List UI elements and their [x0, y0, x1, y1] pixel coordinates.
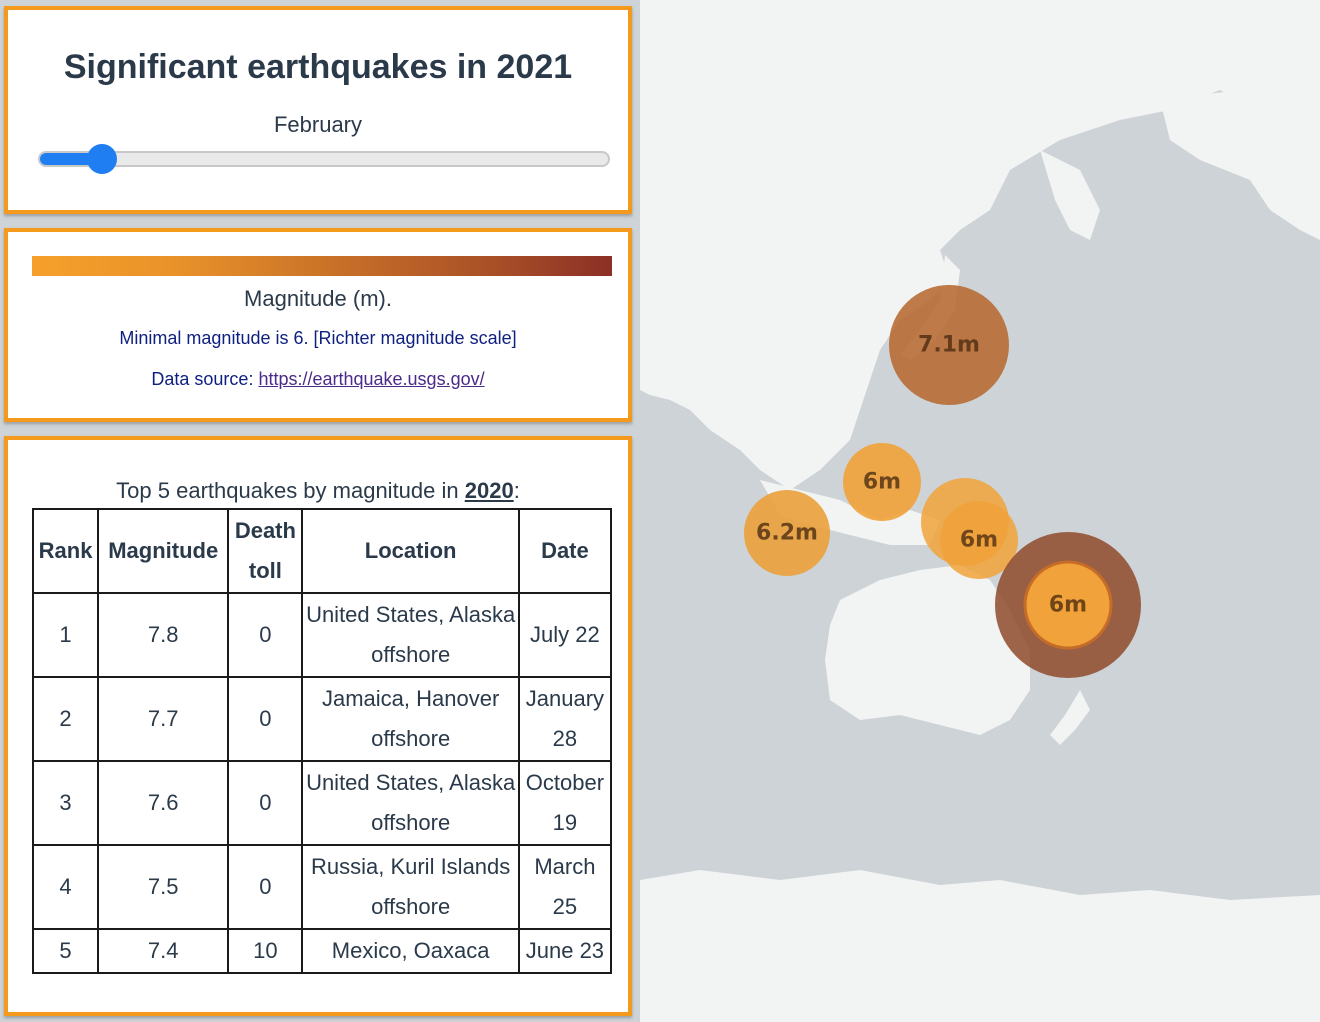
land-antarctica [640, 870, 1320, 1022]
caption-suffix: : [513, 478, 520, 503]
table-row: 3 7.6 0 United States, Alaska offshore O… [31, 760, 613, 846]
cell-location: United States, Alaska offshore [301, 760, 520, 846]
land-new-zealand [1050, 690, 1090, 745]
cell-death-toll: 10 [227, 928, 304, 974]
land-japan [900, 255, 960, 360]
data-source-link[interactable]: https://earthquake.usgs.gov/ [258, 369, 485, 389]
magnitude-color-scale [32, 256, 612, 276]
cell-magnitude: 7.5 [97, 844, 230, 930]
cell-rank: 3 [31, 760, 100, 846]
cell-death-toll: 0 [227, 676, 304, 762]
cell-location: Jamaica, Hanover offshore [301, 676, 520, 762]
month-label: February [273, 112, 363, 137]
caption-prefix: Top 5 earthquakes by magnitude in [116, 478, 465, 503]
page-title: Significant earthquakes in 2021 [63, 48, 573, 86]
cell-location: Russia, Kuril Islands offshore [301, 844, 520, 930]
legend-panel: Magnitude (m). Minimal magnitude is 6. [… [4, 228, 632, 422]
header-death-toll: Death toll [227, 508, 304, 594]
marker-circle [1023, 560, 1113, 650]
cell-date: January 28 [517, 676, 613, 762]
cell-rank: 2 [31, 676, 100, 762]
marker-label: 6.2m [756, 521, 818, 546]
table-header-row: Rank Magnitude Death toll Location Date [31, 508, 613, 594]
cell-location: United States, Alaska offshore [301, 592, 520, 678]
cell-date: March 25 [517, 844, 613, 930]
header-rank: Rank [31, 508, 100, 594]
cell-date: October 19 [517, 760, 613, 846]
cell-death-toll: 0 [227, 844, 304, 930]
cell-death-toll: 0 [227, 760, 304, 846]
land-alaska [1160, 80, 1320, 240]
table-row: 1 7.8 0 United States, Alaska offshore J… [31, 592, 613, 678]
cell-magnitude: 7.7 [97, 676, 230, 762]
marker-circle [744, 490, 830, 576]
header-magnitude: Magnitude [97, 508, 230, 594]
cell-date: July 22 [517, 592, 613, 678]
marker-label: 6m [960, 528, 998, 553]
cell-date: June 23 [517, 928, 613, 974]
data-source-prefix: Data source: [151, 369, 259, 389]
slider-fill [40, 153, 103, 165]
legend-label: Magnitude (m). [244, 286, 392, 311]
marker-6-selected[interactable]: 6m [995, 532, 1141, 678]
cell-rank: 5 [31, 928, 100, 974]
table-row: 4 7.5 0 Russia, Kuril Islands offshore M… [31, 844, 613, 930]
data-source: Data source: https://earthquake.usgs.gov… [8, 369, 628, 390]
slider-thumb[interactable] [87, 144, 118, 174]
marker-5[interactable]: 6m [940, 501, 1018, 579]
earthquake-table: Rank Magnitude Death toll Location Date … [31, 508, 613, 974]
marker-2[interactable]: 6m [843, 443, 921, 521]
caption-year[interactable]: 2020 [464, 478, 514, 503]
land-australia [825, 565, 1030, 735]
cell-location: Mexico, Oaxaca [301, 928, 520, 974]
cell-rank: 1 [31, 592, 100, 678]
header-location: Location [301, 508, 520, 594]
marker-circle [843, 443, 921, 521]
top-earthquakes-panel: Top 5 earthquakes by magnitude in 2020: … [4, 436, 632, 1016]
marker-label: 6m [1049, 593, 1087, 618]
marker-circle [889, 285, 1009, 405]
marker-label: 6m [863, 470, 901, 495]
cell-magnitude: 7.4 [97, 928, 230, 974]
marker-label: 7.1m [918, 333, 980, 358]
legend-note: Minimal magnitude is 6. [Richter magnitu… [119, 328, 517, 348]
header-date: Date [517, 508, 613, 594]
title-panel: Significant earthquakes in 2021 February [4, 6, 632, 214]
land-asia [640, 0, 1320, 490]
table-caption: Top 5 earthquakes by magnitude in 2020: [8, 478, 628, 504]
cell-rank: 4 [31, 844, 100, 930]
cell-death-toll: 0 [227, 592, 304, 678]
table-row: 2 7.7 0 Jamaica, Hanover offshore Januar… [31, 676, 613, 762]
marker-circle [940, 501, 1018, 579]
land-kamchatka [1040, 150, 1100, 240]
cell-magnitude: 7.6 [97, 760, 230, 846]
month-slider[interactable] [38, 144, 610, 174]
table-row: 5 7.4 10 Mexico, Oaxaca June 23 [31, 928, 613, 974]
cell-magnitude: 7.8 [97, 592, 230, 678]
marker-1[interactable]: 7.1m [889, 285, 1009, 405]
marker-3[interactable]: 6.2m [744, 490, 830, 576]
